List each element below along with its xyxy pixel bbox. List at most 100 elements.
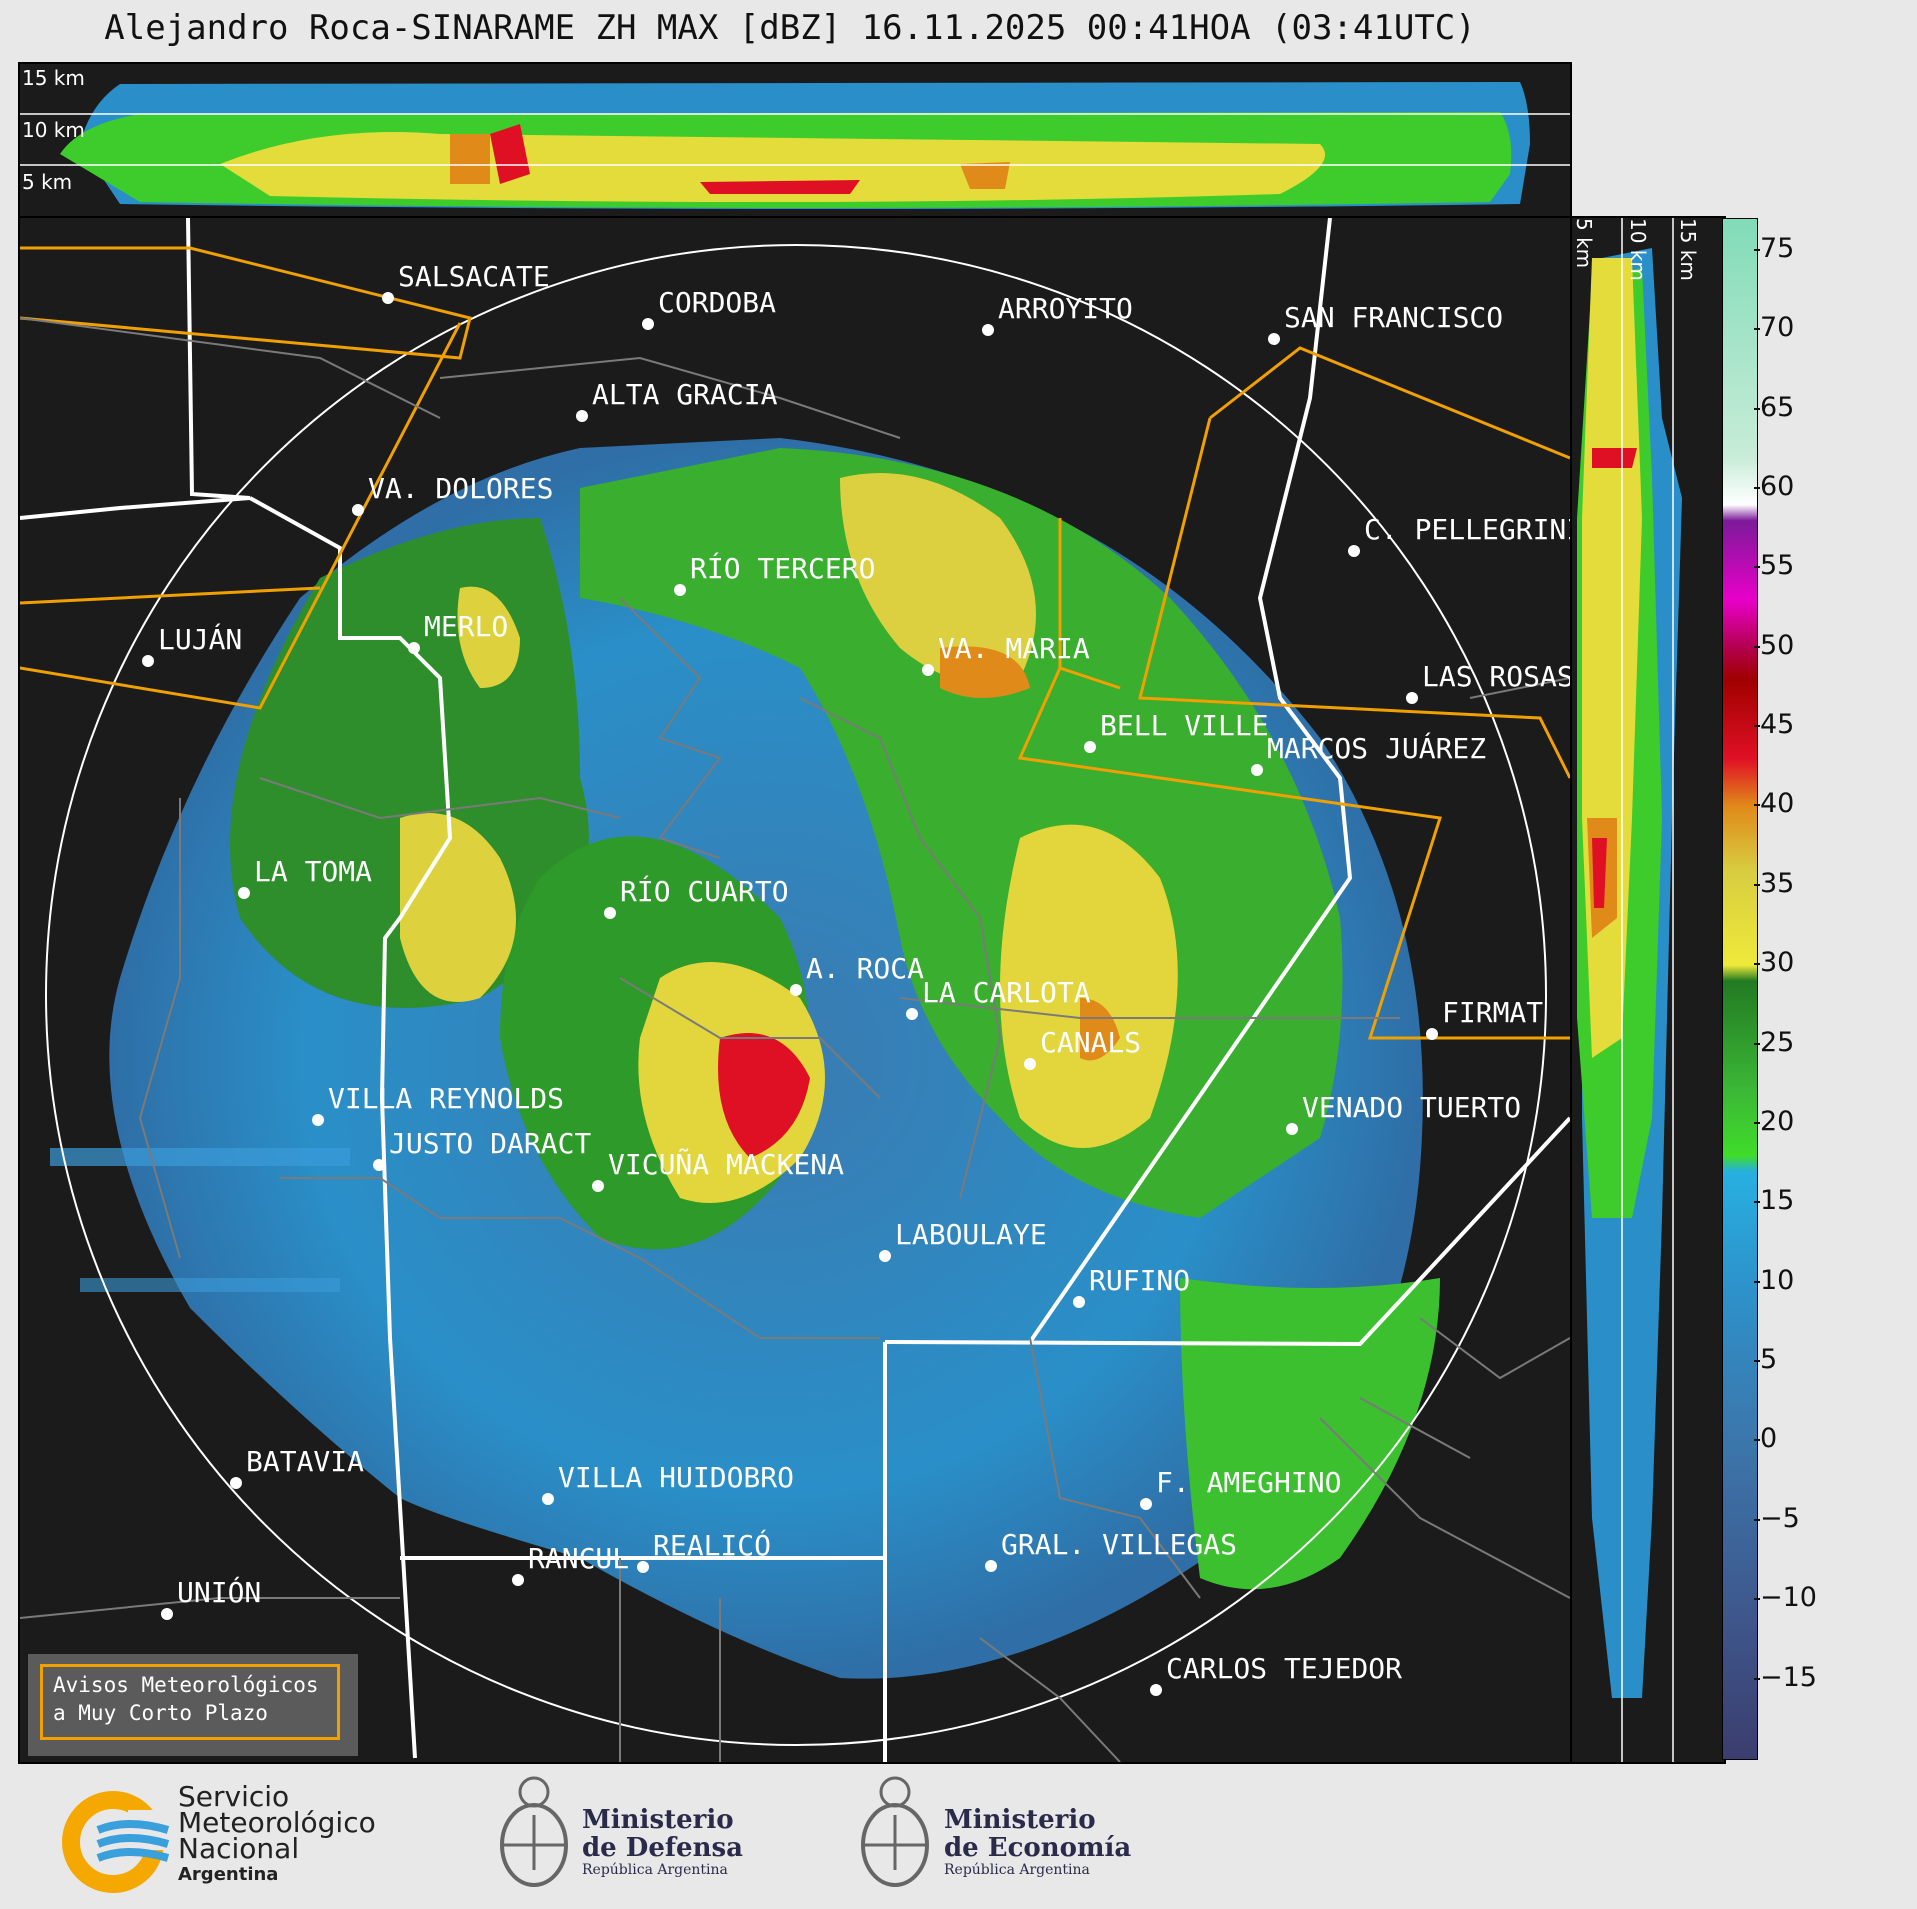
city-dot-icon xyxy=(1348,545,1360,557)
city-label: BATAVIA xyxy=(246,1445,365,1478)
city-dot-icon xyxy=(637,1561,649,1573)
city-label: VA. MARIA xyxy=(938,632,1090,665)
city-dot-icon xyxy=(592,1180,604,1192)
aviso-badge[interactable]: Avisos Meteorológicos a Muy Corto Plazo xyxy=(28,1654,358,1756)
city-dot-icon xyxy=(906,1008,918,1020)
smn-line-1: Servicio xyxy=(178,1780,290,1813)
economia-line-3: República Argentina xyxy=(944,1862,1090,1878)
city-label: BELL VILLE xyxy=(1100,709,1269,742)
footer: Servicio Meteorológico Nacional Argentin… xyxy=(0,1762,1917,1909)
city-dot-icon xyxy=(1426,1028,1438,1040)
city-dot-icon xyxy=(604,907,616,919)
city-label: MARCOS JUÁREZ xyxy=(1267,732,1487,765)
colorbar-tick-label: 35 xyxy=(1753,867,1795,899)
defensa-line-1: Ministerio xyxy=(582,1805,734,1835)
city-dot-icon xyxy=(230,1477,242,1489)
city-label: VILLA REYNOLDS xyxy=(328,1082,565,1115)
economia-line-1: Ministerio xyxy=(944,1805,1096,1835)
city-label: JUSTO DARACT xyxy=(389,1127,592,1160)
colorbar-tick-label: 65 xyxy=(1753,391,1795,423)
city-dot-icon xyxy=(542,1493,554,1505)
colorbar-tick-label: 0 xyxy=(1753,1423,1778,1455)
city-label: RÍO CUARTO xyxy=(620,875,789,908)
city-label: FIRMAT xyxy=(1442,996,1544,1029)
smn-line-3: Nacional xyxy=(178,1832,300,1865)
city-label: LA CARLOTA xyxy=(922,976,1091,1009)
colorbar-tick-label: −10 xyxy=(1754,1582,1817,1614)
colorbar-tick-label: −5 xyxy=(1754,1502,1800,1534)
city-label: CARLOS TEJEDOR xyxy=(1166,1652,1403,1685)
city-dot-icon xyxy=(1140,1498,1152,1510)
city-label: LABOULAYE xyxy=(895,1218,1047,1251)
city-label: ARROYITO xyxy=(998,292,1133,325)
city-label: RUFINO xyxy=(1089,1264,1191,1297)
city-label: MERLO xyxy=(424,610,509,643)
aviso-line-2: a Muy Corto Plazo xyxy=(53,1701,268,1725)
colorbar-tick-label: 40 xyxy=(1753,788,1795,820)
colorbar-tick-label: 50 xyxy=(1753,629,1795,661)
city-label: LAS ROSAS xyxy=(1422,660,1572,693)
city-label: ALTA GRACIA xyxy=(592,378,778,411)
smn-line-4: Argentina xyxy=(178,1864,279,1885)
city-dot-icon xyxy=(1024,1058,1036,1070)
smn-line-2: Meteorológico xyxy=(178,1806,376,1839)
argentina-shield-icon xyxy=(861,1776,929,1887)
colorbar-tick-label: 15 xyxy=(1753,1185,1795,1217)
top-cross-section: 15 km 10 km 5 km xyxy=(18,62,1572,220)
colorbar-tick-label: 60 xyxy=(1753,470,1795,502)
right-cross-section: 5 km 10 km 15 km xyxy=(1570,216,1726,1764)
city-dot-icon xyxy=(238,887,250,899)
colorbar-tick-label: 75 xyxy=(1753,232,1795,264)
city-dot-icon xyxy=(1150,1684,1162,1696)
city-label: UNIÓN xyxy=(177,1576,262,1609)
city-dot-icon xyxy=(576,410,588,422)
city-label: SAN FRANCISCO xyxy=(1284,301,1504,334)
level-label-15km-right: 15 km xyxy=(1676,218,1700,281)
city-dot-icon xyxy=(382,292,394,304)
economia-line-2: de Economía xyxy=(944,1833,1132,1863)
city-label: LA TOMA xyxy=(254,855,373,888)
level-label-10km-right: 10 km xyxy=(1626,218,1650,281)
defensa-line-3: República Argentina xyxy=(582,1862,728,1878)
city-dot-icon xyxy=(642,318,654,330)
city-label: VENADO TUERTO xyxy=(1302,1091,1522,1124)
level-label-15km: 15 km xyxy=(22,66,85,90)
city-label: RANCUL xyxy=(528,1542,630,1575)
level-label-5km-right: 5 km xyxy=(1572,218,1596,269)
city-dot-icon xyxy=(352,504,364,516)
city-label: F. AMEGHINO xyxy=(1156,1466,1342,1499)
city-label: RÍO TERCERO xyxy=(690,552,876,585)
level-label-10km: 10 km xyxy=(22,118,85,142)
city-dot-icon xyxy=(879,1250,891,1262)
city-dot-icon xyxy=(674,584,686,596)
city-label: CORDOBA xyxy=(658,286,777,319)
reflectivity-colorbar xyxy=(1722,218,1758,1760)
city-dot-icon xyxy=(1406,692,1418,704)
colorbar-tick-label: 20 xyxy=(1753,1105,1795,1137)
colorbar-tick-label: 30 xyxy=(1753,947,1795,979)
city-label: A. ROCA xyxy=(806,952,925,985)
city-dot-icon xyxy=(790,984,802,996)
aviso-line-1: Avisos Meteorológicos xyxy=(53,1673,319,1697)
city-label: CANALS xyxy=(1040,1026,1142,1059)
smn-logo-icon xyxy=(62,1791,170,1893)
city-label: C. PELLEGRINI xyxy=(1364,513,1572,546)
city-dot-icon xyxy=(1251,764,1263,776)
city-label: SALSACATE xyxy=(398,260,550,293)
argentina-shield-icon xyxy=(500,1776,568,1887)
city-label: GRAL. VILLEGAS xyxy=(1001,1528,1238,1561)
city-dot-icon xyxy=(408,642,420,654)
city-dot-icon xyxy=(312,1114,324,1126)
city-dot-icon xyxy=(982,324,994,336)
city-dot-icon xyxy=(1073,1296,1085,1308)
colorbar-tick-label: 55 xyxy=(1753,550,1795,582)
colorbar-tick-label: 5 xyxy=(1753,1344,1778,1376)
city-dot-icon xyxy=(161,1608,173,1620)
city-dot-icon xyxy=(373,1159,385,1171)
defensa-line-2: de Defensa xyxy=(582,1833,743,1863)
city-label: REALICÓ xyxy=(653,1529,772,1562)
city-label: VICUÑA MACKENA xyxy=(608,1148,845,1181)
city-label: LUJÁN xyxy=(158,623,243,656)
city-dot-icon xyxy=(1286,1123,1298,1135)
city-dot-icon xyxy=(1084,741,1096,753)
